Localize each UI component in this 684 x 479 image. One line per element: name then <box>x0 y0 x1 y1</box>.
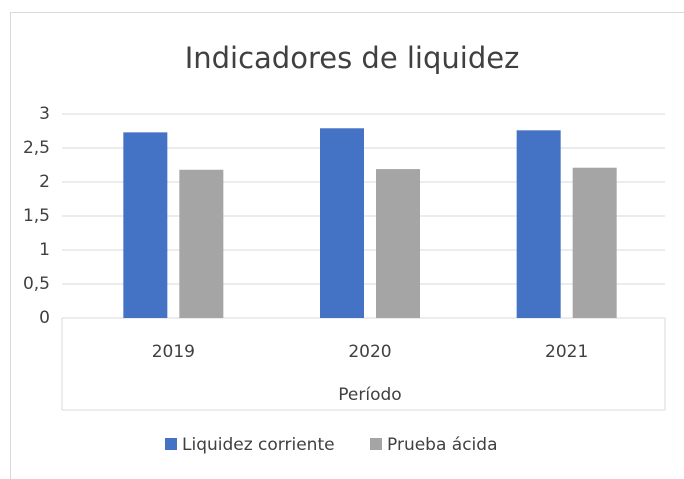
y-tick-label: 1 <box>39 240 50 260</box>
x-tick-label: 2021 <box>545 342 588 362</box>
legend-swatch <box>165 438 177 450</box>
y-tick-label: 1,5 <box>23 206 50 226</box>
bar <box>516 130 561 318</box>
y-tick-label: 2,5 <box>23 138 50 158</box>
y-tick-label: 0 <box>39 308 50 328</box>
bar <box>320 128 364 318</box>
y-tick-label: 0,5 <box>23 274 50 294</box>
y-tick-label: 2 <box>39 172 50 192</box>
legend-label: Prueba ácida <box>387 435 497 455</box>
legend-label: Liquidez corriente <box>182 435 335 455</box>
bar <box>179 169 224 318</box>
bar <box>123 132 168 318</box>
x-axis-title: Período <box>338 385 401 405</box>
bar <box>376 169 420 318</box>
chart-title: Indicadores de liquidez <box>185 41 520 75</box>
legend-swatch <box>370 438 382 450</box>
bar <box>572 167 617 318</box>
x-tick-label: 2019 <box>152 342 195 362</box>
y-tick-label: 3 <box>39 104 50 124</box>
x-tick-label: 2020 <box>348 342 391 362</box>
